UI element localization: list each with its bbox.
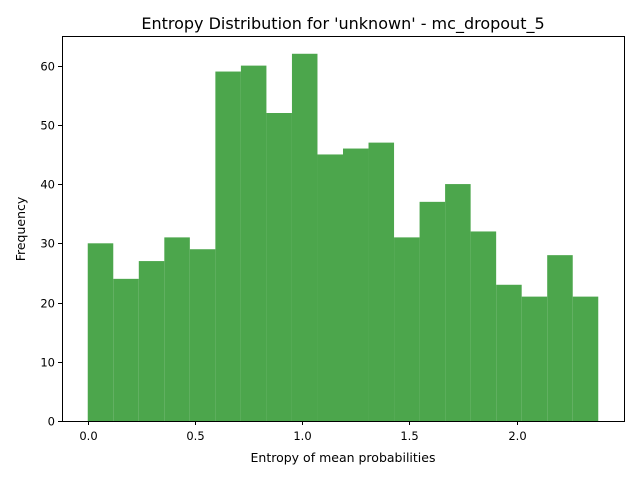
histogram-bar (189, 249, 216, 421)
histogram-bars (87, 53, 599, 422)
y-tick-label: 10 (40, 356, 55, 370)
histogram-bar (368, 142, 395, 421)
histogram-bar (240, 65, 267, 421)
histogram-bar (87, 243, 114, 421)
x-tick-label: 1.5 (400, 429, 418, 443)
histogram-bar (419, 201, 446, 421)
histogram-bar (291, 53, 318, 422)
histogram-bar (470, 231, 497, 421)
histogram-bar (547, 255, 573, 421)
plot-frame (62, 36, 625, 422)
y-tick-label: 20 (40, 297, 55, 311)
histogram-bar (215, 71, 241, 422)
y-axis-ticks: 0 10 20 30 40 50 60 (40, 60, 62, 429)
chart-title: Entropy Distribution for 'unknown' - mc_… (141, 14, 544, 34)
histogram-bar (343, 148, 369, 422)
histogram-bar (496, 284, 522, 421)
histogram-bar (113, 278, 139, 421)
histogram-bar (266, 113, 292, 421)
y-tick-label: 0 (48, 415, 55, 429)
y-tick-label: 60 (40, 60, 55, 74)
y-tick-label: 50 (40, 119, 55, 133)
x-tick-label: 1.0 (293, 429, 311, 443)
histogram-bar (317, 154, 343, 421)
histogram-bar (164, 237, 190, 421)
y-tick-label: 30 (40, 237, 55, 251)
x-tick-label: 0.5 (186, 429, 204, 443)
y-tick-label: 40 (40, 178, 55, 192)
histogram-bar (394, 237, 420, 421)
histogram-bar (138, 261, 165, 421)
x-axis-ticks: 0.0 0.5 1.0 1.5 2.0 (79, 421, 527, 443)
x-tick-label: 0.0 (79, 429, 97, 443)
x-tick-label: 2.0 (508, 429, 526, 443)
histogram-bar (572, 296, 599, 421)
histogram-bar (521, 296, 548, 421)
histogram-bar (445, 184, 471, 421)
y-axis-label: Frequency (13, 196, 28, 261)
x-axis-label: Entropy of mean probabilities (251, 450, 436, 465)
